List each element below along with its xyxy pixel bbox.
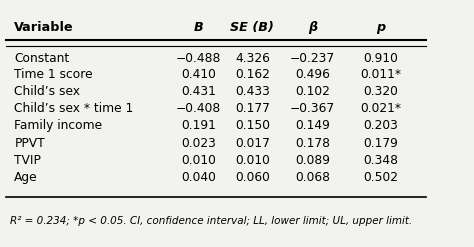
Text: 0.068: 0.068 xyxy=(295,171,330,184)
Text: p: p xyxy=(376,21,385,34)
Text: 0.040: 0.040 xyxy=(181,171,216,184)
Text: 4.326: 4.326 xyxy=(235,52,270,64)
Text: 0.910: 0.910 xyxy=(364,52,399,64)
Text: SE (B): SE (B) xyxy=(230,21,274,34)
Text: 0.010: 0.010 xyxy=(235,154,270,167)
Text: 0.060: 0.060 xyxy=(235,171,270,184)
Text: Family income: Family income xyxy=(14,120,102,132)
Text: 0.179: 0.179 xyxy=(364,137,399,149)
Text: Child’s sex * time 1: Child’s sex * time 1 xyxy=(14,102,134,115)
Text: 0.150: 0.150 xyxy=(235,120,270,132)
Text: 0.010: 0.010 xyxy=(181,154,216,167)
Text: Variable: Variable xyxy=(14,21,74,34)
Text: 0.149: 0.149 xyxy=(295,120,330,132)
Text: 0.191: 0.191 xyxy=(181,120,216,132)
Text: PPVT: PPVT xyxy=(14,137,45,149)
Text: 0.017: 0.017 xyxy=(235,137,270,149)
Text: 0.089: 0.089 xyxy=(295,154,330,167)
Text: 0.023: 0.023 xyxy=(181,137,216,149)
Text: β: β xyxy=(308,21,317,34)
Text: 0.320: 0.320 xyxy=(364,85,399,98)
Text: 0.496: 0.496 xyxy=(295,68,330,81)
Text: TVIP: TVIP xyxy=(14,154,41,167)
Text: 0.177: 0.177 xyxy=(235,102,270,115)
Text: 0.502: 0.502 xyxy=(364,171,399,184)
Text: 0.433: 0.433 xyxy=(235,85,270,98)
Text: −0.367: −0.367 xyxy=(290,102,335,115)
Text: 0.011*: 0.011* xyxy=(361,68,401,81)
Text: Constant: Constant xyxy=(14,52,70,64)
Text: B: B xyxy=(194,21,204,34)
Text: 0.431: 0.431 xyxy=(181,85,216,98)
Text: −0.488: −0.488 xyxy=(176,52,221,64)
Text: 0.021*: 0.021* xyxy=(361,102,401,115)
Text: Age: Age xyxy=(14,171,38,184)
Text: Time 1 score: Time 1 score xyxy=(14,68,93,81)
Text: R² = 0.234; *p < 0.05. CI, confidence interval; LL, lower limit; UL, upper limit: R² = 0.234; *p < 0.05. CI, confidence in… xyxy=(10,216,412,226)
Text: −0.237: −0.237 xyxy=(290,52,335,64)
Text: 0.203: 0.203 xyxy=(364,120,399,132)
Text: 0.162: 0.162 xyxy=(235,68,270,81)
Text: 0.348: 0.348 xyxy=(364,154,399,167)
Text: 0.178: 0.178 xyxy=(295,137,330,149)
Text: Child’s sex: Child’s sex xyxy=(14,85,80,98)
Text: 0.102: 0.102 xyxy=(295,85,330,98)
Text: −0.408: −0.408 xyxy=(176,102,221,115)
Text: 0.410: 0.410 xyxy=(181,68,216,81)
